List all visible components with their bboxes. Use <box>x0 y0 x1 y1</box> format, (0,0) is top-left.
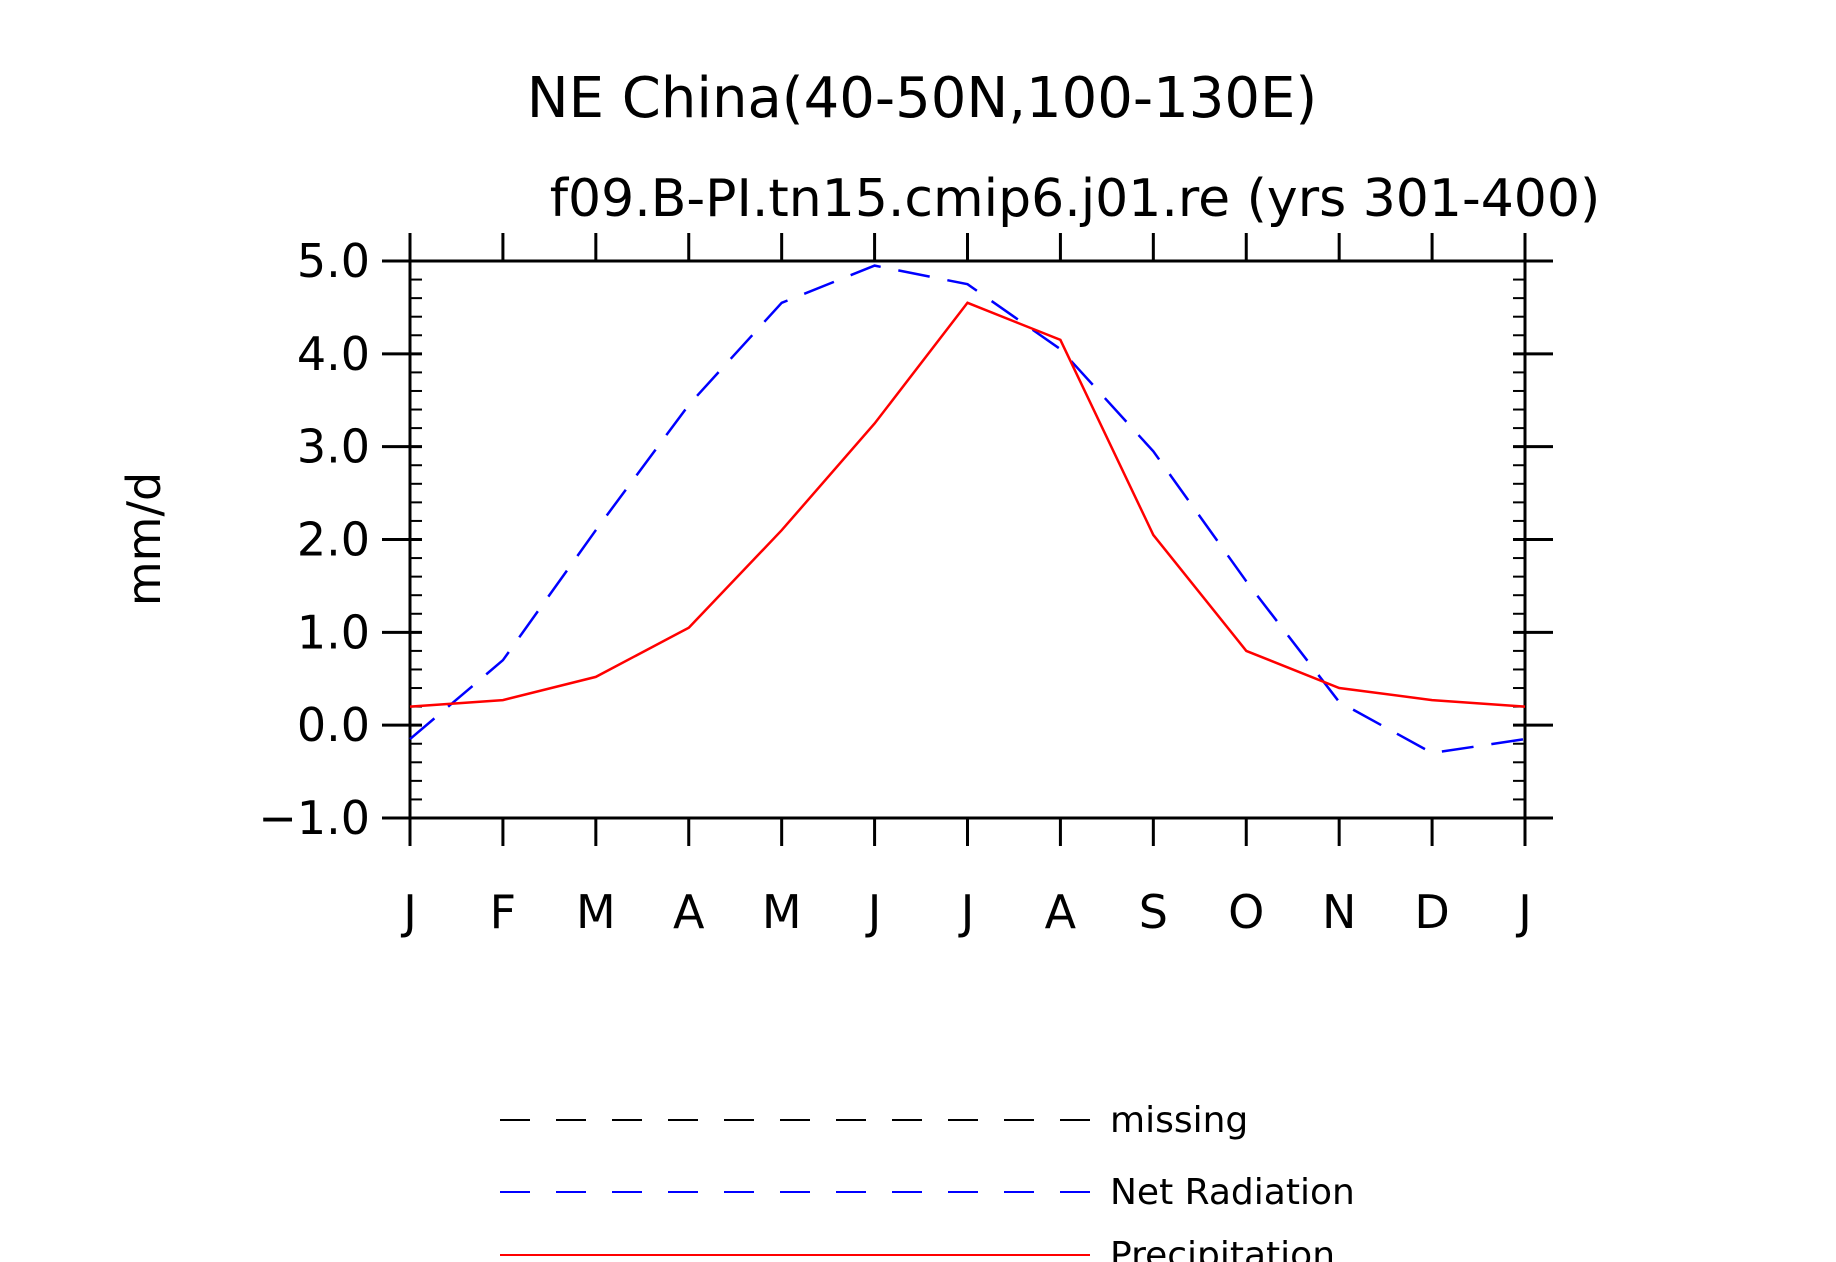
legend-label: missing <box>1110 1100 1248 1141</box>
y-tick-label: 5.0 <box>297 234 370 288</box>
x-tick-label: O <box>1228 885 1264 939</box>
y-tick-labels: 5.0 4.0 3.0 2.0 1.0 0.0 −1.0 <box>258 234 370 845</box>
x-tick-label: A <box>673 885 705 939</box>
x-tick-label: M <box>762 885 802 939</box>
legend: missing Net Radiation Precipitation <box>500 1100 1355 1262</box>
x-tick-label: A <box>1045 885 1077 939</box>
series-line-net-radiation <box>409 264 1526 755</box>
y-tick-label: 3.0 <box>297 420 370 474</box>
x-tick-label: J <box>400 885 417 939</box>
y-tick-label: −1.0 <box>258 791 370 845</box>
plot-frame <box>408 259 1527 820</box>
x-tick-label: F <box>490 885 516 939</box>
x-tick-label: J <box>958 885 975 939</box>
y-tick-label: 4.0 <box>297 327 370 381</box>
y-tick-label: 0.0 <box>297 698 370 752</box>
y-tick-label: 2.0 <box>297 513 370 567</box>
x-tick-label: M <box>576 885 616 939</box>
legend-label: Net Radiation <box>1110 1172 1355 1213</box>
x-tick-label: D <box>1414 885 1449 939</box>
series-line-precipitation <box>409 301 1526 708</box>
legend-label: Precipitation <box>1110 1235 1335 1262</box>
y-tick-label: 1.0 <box>297 605 370 659</box>
x-tick-label: J <box>865 885 882 939</box>
x-tick-label: N <box>1322 885 1356 939</box>
y-axis-label: mm/d <box>117 472 171 606</box>
x-tick-label: S <box>1139 885 1168 939</box>
tick-marks <box>382 233 1553 846</box>
chart-title: NE China(40-50N,100-130E) <box>527 66 1318 131</box>
series-lines <box>409 264 1526 755</box>
chart-subtitle: f09.B-PI.tn15.cmip6.j01.re (yrs 301-400) <box>550 169 1601 229</box>
x-tick-label: J <box>1515 885 1532 939</box>
